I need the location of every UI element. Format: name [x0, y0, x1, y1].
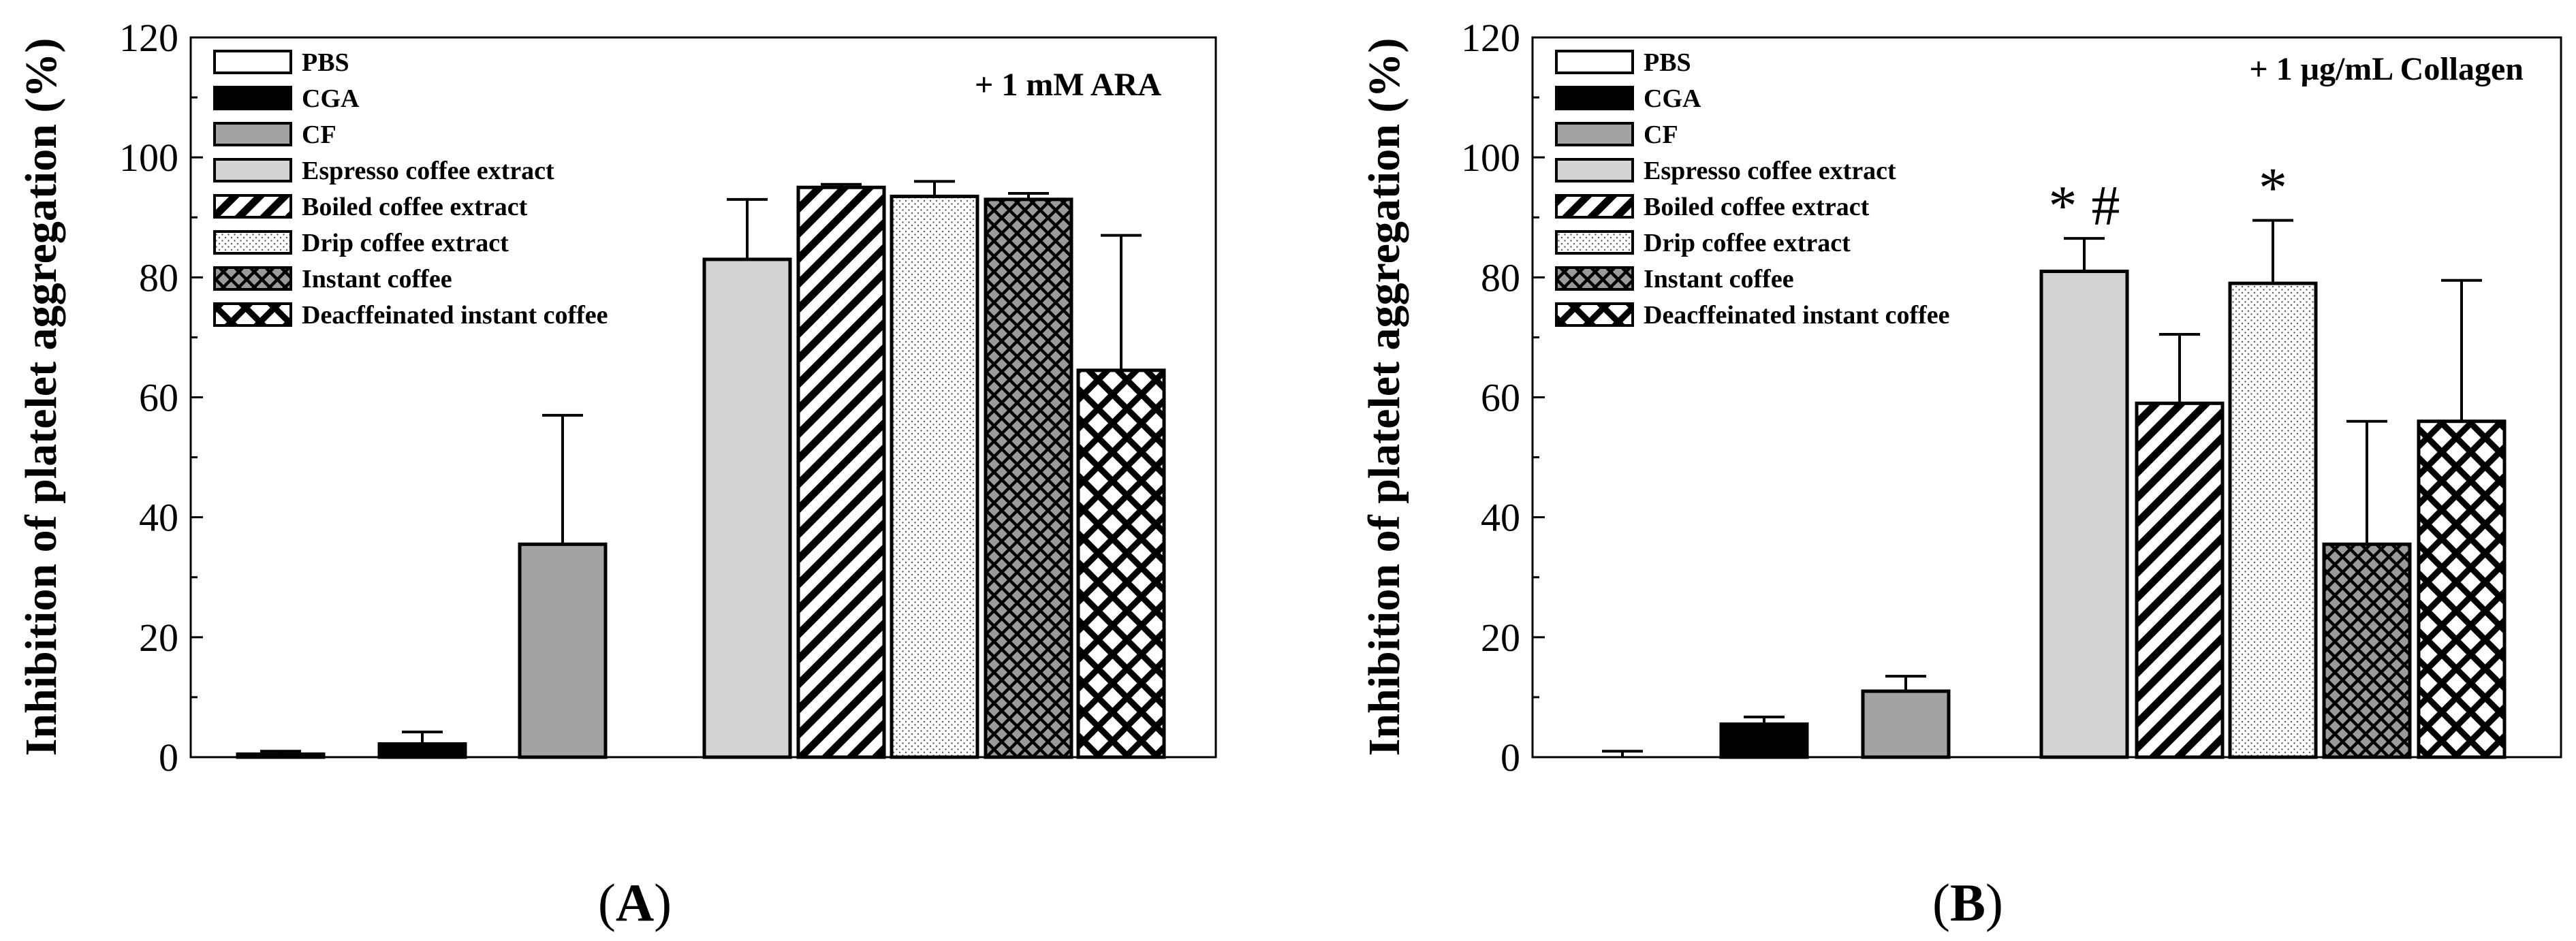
legend-label-espresso-coffee-extract: Espresso coffee extract — [302, 157, 554, 185]
y-axis-ticks-b: 0 20 40 60 80 100 120 — [1461, 16, 1545, 780]
y-axis-title-b: Inhibition of platelet aggregation (%) — [1360, 38, 1409, 756]
panel-a: 0 20 40 60 80 100 120 Inhibition of platelet a… — [16, 16, 1217, 932]
y-tick-label: 20 — [1481, 616, 1520, 660]
legend-swatch-instant-coffee — [1555, 266, 1634, 291]
bar-a-cf — [518, 542, 608, 759]
bar-b-deacffeinated-instant-coffee — [2417, 419, 2507, 759]
y-axis-ticks-a: 0 20 40 60 80 100 120 — [119, 16, 203, 780]
bar-a-cga — [377, 742, 467, 759]
bar-b-instant-coffee — [2322, 542, 2412, 759]
legend-label-espresso-coffee-extract: Espresso coffee extract — [1644, 157, 1896, 185]
bars-a — [236, 185, 1166, 759]
y-tick-label: 40 — [1481, 496, 1520, 540]
legend-swatch-drip-coffee-extract — [1555, 230, 1634, 255]
y-tick-label: 80 — [139, 255, 178, 300]
legend-label-cf: CF — [302, 121, 336, 149]
panel-label-a: (A) — [598, 873, 672, 932]
bar-b-cf — [1861, 689, 1951, 759]
legend-swatch-cf — [213, 122, 292, 146]
legend-label-instant-coffee: Instant coffee — [1644, 265, 1794, 293]
legend-swatch-instant-coffee — [213, 266, 292, 291]
y-tick-label: 100 — [119, 135, 178, 180]
legend-label-drip-coffee-extract: Drip coffee extract — [302, 229, 509, 257]
legend-swatch-pbs — [1555, 50, 1634, 74]
legend-label-pbs: PBS — [1644, 48, 1691, 77]
legend-label-instant-coffee: Instant coffee — [302, 265, 452, 293]
legend-swatch-boiled-coffee-extract — [1555, 194, 1634, 219]
significance-marks-b: * # * — [2049, 157, 2288, 238]
legend-swatch-boiled-coffee-extract — [213, 194, 292, 219]
error-bars-a — [260, 180, 1142, 754]
legend-label-boiled-coffee-extract: Boiled coffee extract — [1644, 193, 1870, 221]
bar-a-deacffeinated-instant-coffee — [1076, 368, 1166, 759]
bars-b — [1719, 270, 2507, 759]
bar-b-cga — [1719, 722, 1809, 759]
legend-swatch-drip-coffee-extract — [213, 230, 292, 255]
legend-label-drip-coffee-extract: Drip coffee extract — [1644, 229, 1851, 257]
bar-b-espresso-coffee-extract — [2039, 270, 2129, 759]
y-tick-label: 120 — [119, 16, 178, 60]
legend-swatch-espresso-coffee-extract — [213, 158, 292, 182]
legend-label-cf: CF — [1644, 121, 1678, 149]
legend-swatch-cga — [213, 86, 292, 110]
legend-label-deacffeinated-instant-coffee: Deacffeinated instant coffee — [302, 301, 608, 330]
legend-swatch-cf — [1555, 122, 1634, 146]
y-axis-title-a: Inhibition of platelet aggregation (%) — [16, 38, 66, 756]
legend-swatch-deacffeinated-instant-coffee — [213, 302, 292, 327]
bar-a-boiled-coffee-extract — [796, 185, 886, 759]
y-tick-label: 100 — [1461, 135, 1520, 180]
panel-label-b: (B) — [1932, 873, 2003, 932]
legend-b: PBS CGA CF Espresso coffee extract Boiled co… — [1555, 48, 1950, 330]
y-tick-label: 0 — [1501, 735, 1520, 780]
panel-b: 0 20 40 60 80 100 120 * # * Inhibition of plate… — [1360, 16, 2562, 932]
bar-b-drip-coffee-extract — [2228, 281, 2318, 759]
condition-label-b: + 1 μg/mL Collagen — [2249, 51, 2524, 87]
significance-b-espresso-coffee-extract: * # — [2049, 174, 2120, 238]
y-tick-label: 40 — [139, 496, 178, 540]
legend-label-cga: CGA — [302, 84, 360, 113]
legend-label-pbs: PBS — [302, 48, 349, 77]
error-bars-b — [1602, 219, 2482, 757]
legend-label-cga: CGA — [1644, 84, 1701, 113]
y-tick-label: 0 — [159, 735, 178, 780]
bar-a-drip-coffee-extract — [890, 194, 979, 759]
bar-a-instant-coffee — [984, 197, 1073, 759]
y-tick-label: 120 — [1461, 16, 1520, 60]
legend-swatch-cga — [1555, 86, 1634, 110]
y-tick-label: 20 — [139, 616, 178, 660]
legend-swatch-espresso-coffee-extract — [1555, 158, 1634, 182]
bar-a-espresso-coffee-extract — [702, 257, 792, 759]
legend-swatch-pbs — [213, 50, 292, 74]
bar-b-boiled-coffee-extract — [2135, 401, 2225, 759]
legend-label-deacffeinated-instant-coffee: Deacffeinated instant coffee — [1644, 301, 1950, 330]
legend-label-boiled-coffee-extract: Boiled coffee extract — [302, 193, 528, 221]
bar-a-pbs — [236, 752, 326, 759]
condition-label-a: + 1 mM ARA — [975, 67, 1161, 103]
y-tick-label: 60 — [139, 376, 178, 420]
significance-b-drip-coffee-extract: * — [2259, 157, 2287, 220]
legend-swatch-deacffeinated-instant-coffee — [1555, 302, 1634, 327]
y-tick-label: 80 — [1481, 255, 1520, 300]
y-tick-label: 60 — [1481, 376, 1520, 420]
legend-a: PBS CGA CF Espresso coffee extract Boiled co… — [213, 48, 608, 330]
